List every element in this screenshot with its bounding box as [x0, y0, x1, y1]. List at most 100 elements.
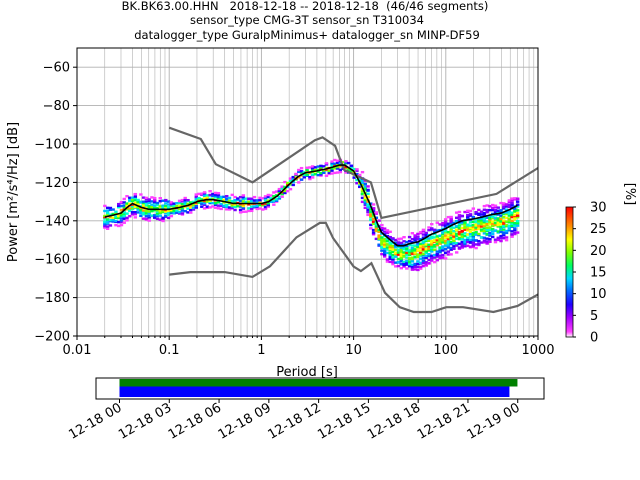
heatmap-cell [394, 246, 398, 249]
heatmap-cell [294, 172, 298, 176]
heatmap-cell [327, 169, 331, 173]
heatmap-cell [219, 204, 223, 207]
heatmap-cell [399, 263, 403, 266]
heatmap-cell [382, 230, 387, 233]
heatmap-cell [510, 203, 514, 207]
heatmap-cell [496, 223, 500, 227]
heatmap-cell [211, 194, 215, 198]
plot-area [77, 48, 538, 336]
heatmap-cell [310, 167, 315, 170]
heatmap-cell [482, 213, 487, 217]
heatmap-cell [277, 189, 282, 192]
heatmap-cell [241, 200, 246, 203]
heatmap-cell [421, 242, 426, 246]
heatmap-cell [225, 197, 229, 201]
heatmap-cell [366, 208, 370, 211]
heatmap-cell [418, 249, 423, 252]
heatmap-cell [435, 242, 440, 245]
heatmap-cell [153, 209, 157, 212]
heatmap-cell [477, 222, 481, 225]
heatmap-cell [443, 236, 448, 240]
heatmap-cell [141, 196, 146, 199]
heatmap-cell [371, 203, 376, 206]
heatmap-cell [371, 207, 376, 210]
heatmap-cell [418, 265, 423, 269]
heatmap-cell [103, 217, 107, 220]
heatmap-cell [504, 236, 509, 239]
heatmap-cell [147, 219, 151, 222]
heatmap-cell [430, 243, 434, 246]
heatmap-cell [427, 228, 431, 232]
heatmap-cell [504, 216, 509, 220]
heatmap-cell [141, 204, 146, 207]
heatmap-cell [438, 234, 442, 237]
heatmap-cell [471, 223, 476, 227]
heatmap-cell [103, 220, 107, 223]
heatmap-cell [280, 192, 284, 196]
heatmap-cell [427, 239, 431, 242]
heatmap-cell [117, 202, 121, 206]
heatmap-cell [144, 200, 149, 203]
heatmap-cell [407, 260, 412, 264]
heatmap-cell [380, 246, 384, 249]
heatmap-cell [128, 215, 132, 218]
heatmap-cell [507, 205, 512, 209]
heatmap-cell [280, 195, 284, 198]
heatmap-cell [211, 201, 215, 205]
heatmap-cell [103, 226, 107, 229]
heatmap-cell [125, 202, 129, 205]
heatmap-cell [424, 256, 428, 259]
y-tick-label: −160 [34, 253, 70, 268]
heatmap-cell [219, 207, 223, 211]
heatmap-cell [144, 206, 149, 209]
heatmap-cell [302, 176, 307, 179]
heatmap-cell [388, 251, 392, 255]
heatmap-cell [369, 213, 373, 216]
heatmap-cell [186, 207, 190, 210]
heatmap-cell [385, 229, 390, 232]
heatmap-cell [194, 206, 198, 209]
heatmap-cell [233, 208, 237, 212]
heatmap-cell [421, 264, 426, 268]
heatmap-cell [147, 214, 151, 218]
heatmap-cell [374, 212, 379, 215]
heatmap-cell [213, 206, 218, 209]
heatmap-cell [515, 200, 520, 203]
heatmap-cell [460, 240, 464, 244]
heatmap-cell [446, 250, 451, 253]
heatmap-cell [130, 199, 135, 203]
heatmap-cell [103, 224, 107, 228]
heatmap-cell [424, 254, 428, 258]
heatmap-cell [374, 216, 379, 219]
heatmap-cell [399, 266, 403, 270]
heatmap-cell [141, 200, 146, 203]
heatmap-cell [424, 234, 428, 238]
heatmap-cell [457, 214, 462, 217]
heatmap-cell [291, 183, 295, 187]
heatmap-cell [244, 197, 248, 200]
heatmap-cell [452, 237, 456, 240]
heatmap-cell [169, 208, 174, 212]
heatmap-cell [394, 251, 398, 255]
heatmap-cell [394, 265, 398, 268]
heatmap-cell [133, 216, 138, 219]
heatmap-cell [141, 209, 146, 212]
heatmap-cell [360, 200, 365, 204]
heatmap-cell [513, 221, 517, 225]
heatmap-cell [263, 196, 268, 200]
heatmap-cell [133, 193, 138, 196]
heatmap-cell [513, 197, 517, 200]
coverage-tick-label: 12-18 18 [365, 400, 423, 442]
heatmap-cell [349, 165, 354, 169]
heatmap-cell [510, 213, 514, 216]
heatmap-cell [202, 201, 207, 205]
heatmap-cell [413, 239, 417, 242]
heatmap-cell [416, 253, 420, 256]
heatmap-cell [377, 237, 381, 241]
heatmap-cell [441, 227, 445, 231]
heatmap-cell [274, 199, 279, 202]
heatmap-cell [233, 195, 237, 199]
heatmap-cell [108, 215, 113, 219]
heatmap-cell [443, 257, 448, 260]
heatmap-cell [158, 197, 162, 200]
